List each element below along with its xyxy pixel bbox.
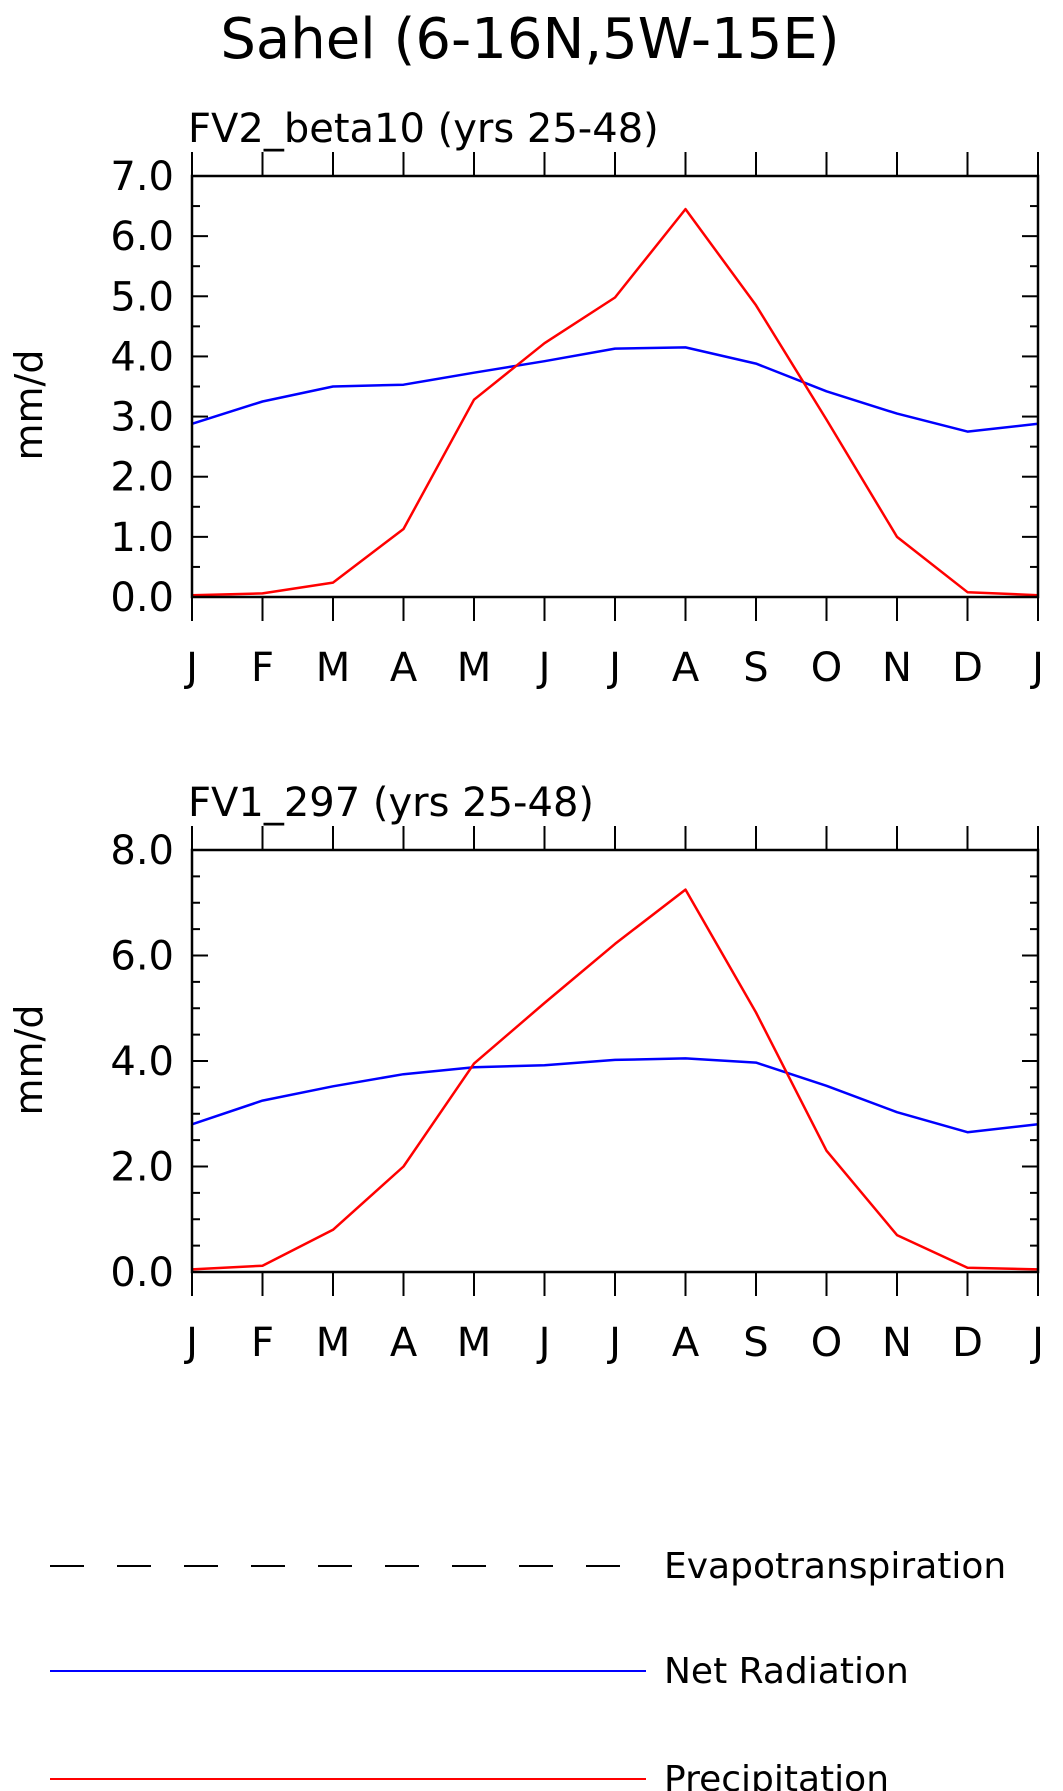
x-tick-label: J [1029, 645, 1044, 691]
x-tick-label: A [390, 1320, 418, 1366]
x-tick-label: J [183, 645, 198, 691]
y-tick-label: 1.0 [110, 515, 174, 561]
x-tick-label: J [536, 1320, 551, 1366]
y-tick-label: 7.0 [110, 154, 174, 200]
x-tick-label: D [952, 1320, 983, 1366]
y-tick-label: 2.0 [110, 1145, 174, 1191]
panel-bottom-title: FV1_297 (yrs 25-48) [188, 780, 594, 826]
x-tick-label: S [743, 1320, 768, 1366]
y-tick-label: 6.0 [110, 934, 174, 980]
x-tick-label: M [316, 645, 351, 691]
panel-top-title: FV2_beta10 (yrs 25-48) [188, 106, 659, 152]
series-line-net-radiation [191, 1057, 1039, 1134]
x-tick-label: J [183, 1320, 198, 1366]
panel-bottom-ylabel: mm/d [7, 1005, 51, 1116]
x-tick-label: A [390, 645, 418, 691]
x-tick-label: F [251, 1320, 274, 1366]
x-tick-label: D [952, 645, 983, 691]
x-tick-label: F [251, 645, 274, 691]
legend-label-precipitation: Precipitation [664, 1759, 889, 1791]
legend: Evapotranspiration Net Radiation Precipi… [50, 1546, 1006, 1791]
y-tick-label: 0.0 [110, 1250, 174, 1296]
x-tick-label: J [536, 645, 551, 691]
series-line-precipitation [191, 888, 1039, 1271]
y-tick-label: 6.0 [110, 214, 174, 260]
x-tick-label: A [672, 1320, 700, 1366]
panel-top-y-tick-labels: 0.0 1.0 2.0 3.0 4.0 5.0 6.0 7.0 [110, 154, 174, 621]
panel-bottom: FV1_297 (yrs 25-48) mm/d 0.0 2.0 4.0 6.0 8.0… [7, 780, 1044, 1366]
panel-top-series [191, 207, 1039, 597]
y-tick-label: 0.0 [110, 575, 174, 621]
x-tick-label: M [457, 645, 492, 691]
x-tick-label: J [1029, 1320, 1044, 1366]
panel-bottom-frame [190, 848, 1040, 1274]
y-tick-label: 4.0 [110, 334, 174, 380]
panel-top: FV2_beta10 (yrs 25-48) mm/d 0.0 1.0 2.0 3.0… [7, 106, 1044, 691]
panel-bottom-y-tick-labels: 0.0 2.0 4.0 6.0 8.0 [110, 828, 174, 1296]
x-tick-label: M [457, 1320, 492, 1366]
panel-bottom-ticks [191, 826, 1039, 1296]
x-tick-label: J [606, 1320, 621, 1366]
panel-top-frame [190, 174, 1040, 599]
series-line-net-radiation [191, 346, 1039, 433]
x-tick-label: M [316, 1320, 351, 1366]
panel-top-ticks [191, 152, 1039, 621]
panel-bottom-series [191, 888, 1039, 1271]
x-tick-label: N [882, 1320, 912, 1366]
x-tick-label: O [811, 1320, 842, 1366]
x-tick-label: A [672, 645, 700, 691]
x-tick-label: O [811, 645, 842, 691]
x-tick-label: N [882, 645, 912, 691]
y-tick-label: 5.0 [110, 274, 174, 320]
series-line-precipitation [191, 207, 1039, 597]
x-tick-label: J [606, 645, 621, 691]
legend-label-evapotranspiration: Evapotranspiration [664, 1546, 1006, 1587]
x-tick-label: S [743, 645, 768, 691]
legend-label-net-radiation: Net Radiation [664, 1651, 909, 1692]
y-tick-label: 2.0 [110, 455, 174, 501]
y-tick-label: 8.0 [110, 828, 174, 874]
y-tick-label: 4.0 [110, 1039, 174, 1085]
panel-top-ylabel: mm/d [7, 350, 51, 461]
figure-title: Sahel (6-16N,5W-15E) [220, 7, 839, 72]
y-tick-label: 3.0 [110, 395, 174, 441]
